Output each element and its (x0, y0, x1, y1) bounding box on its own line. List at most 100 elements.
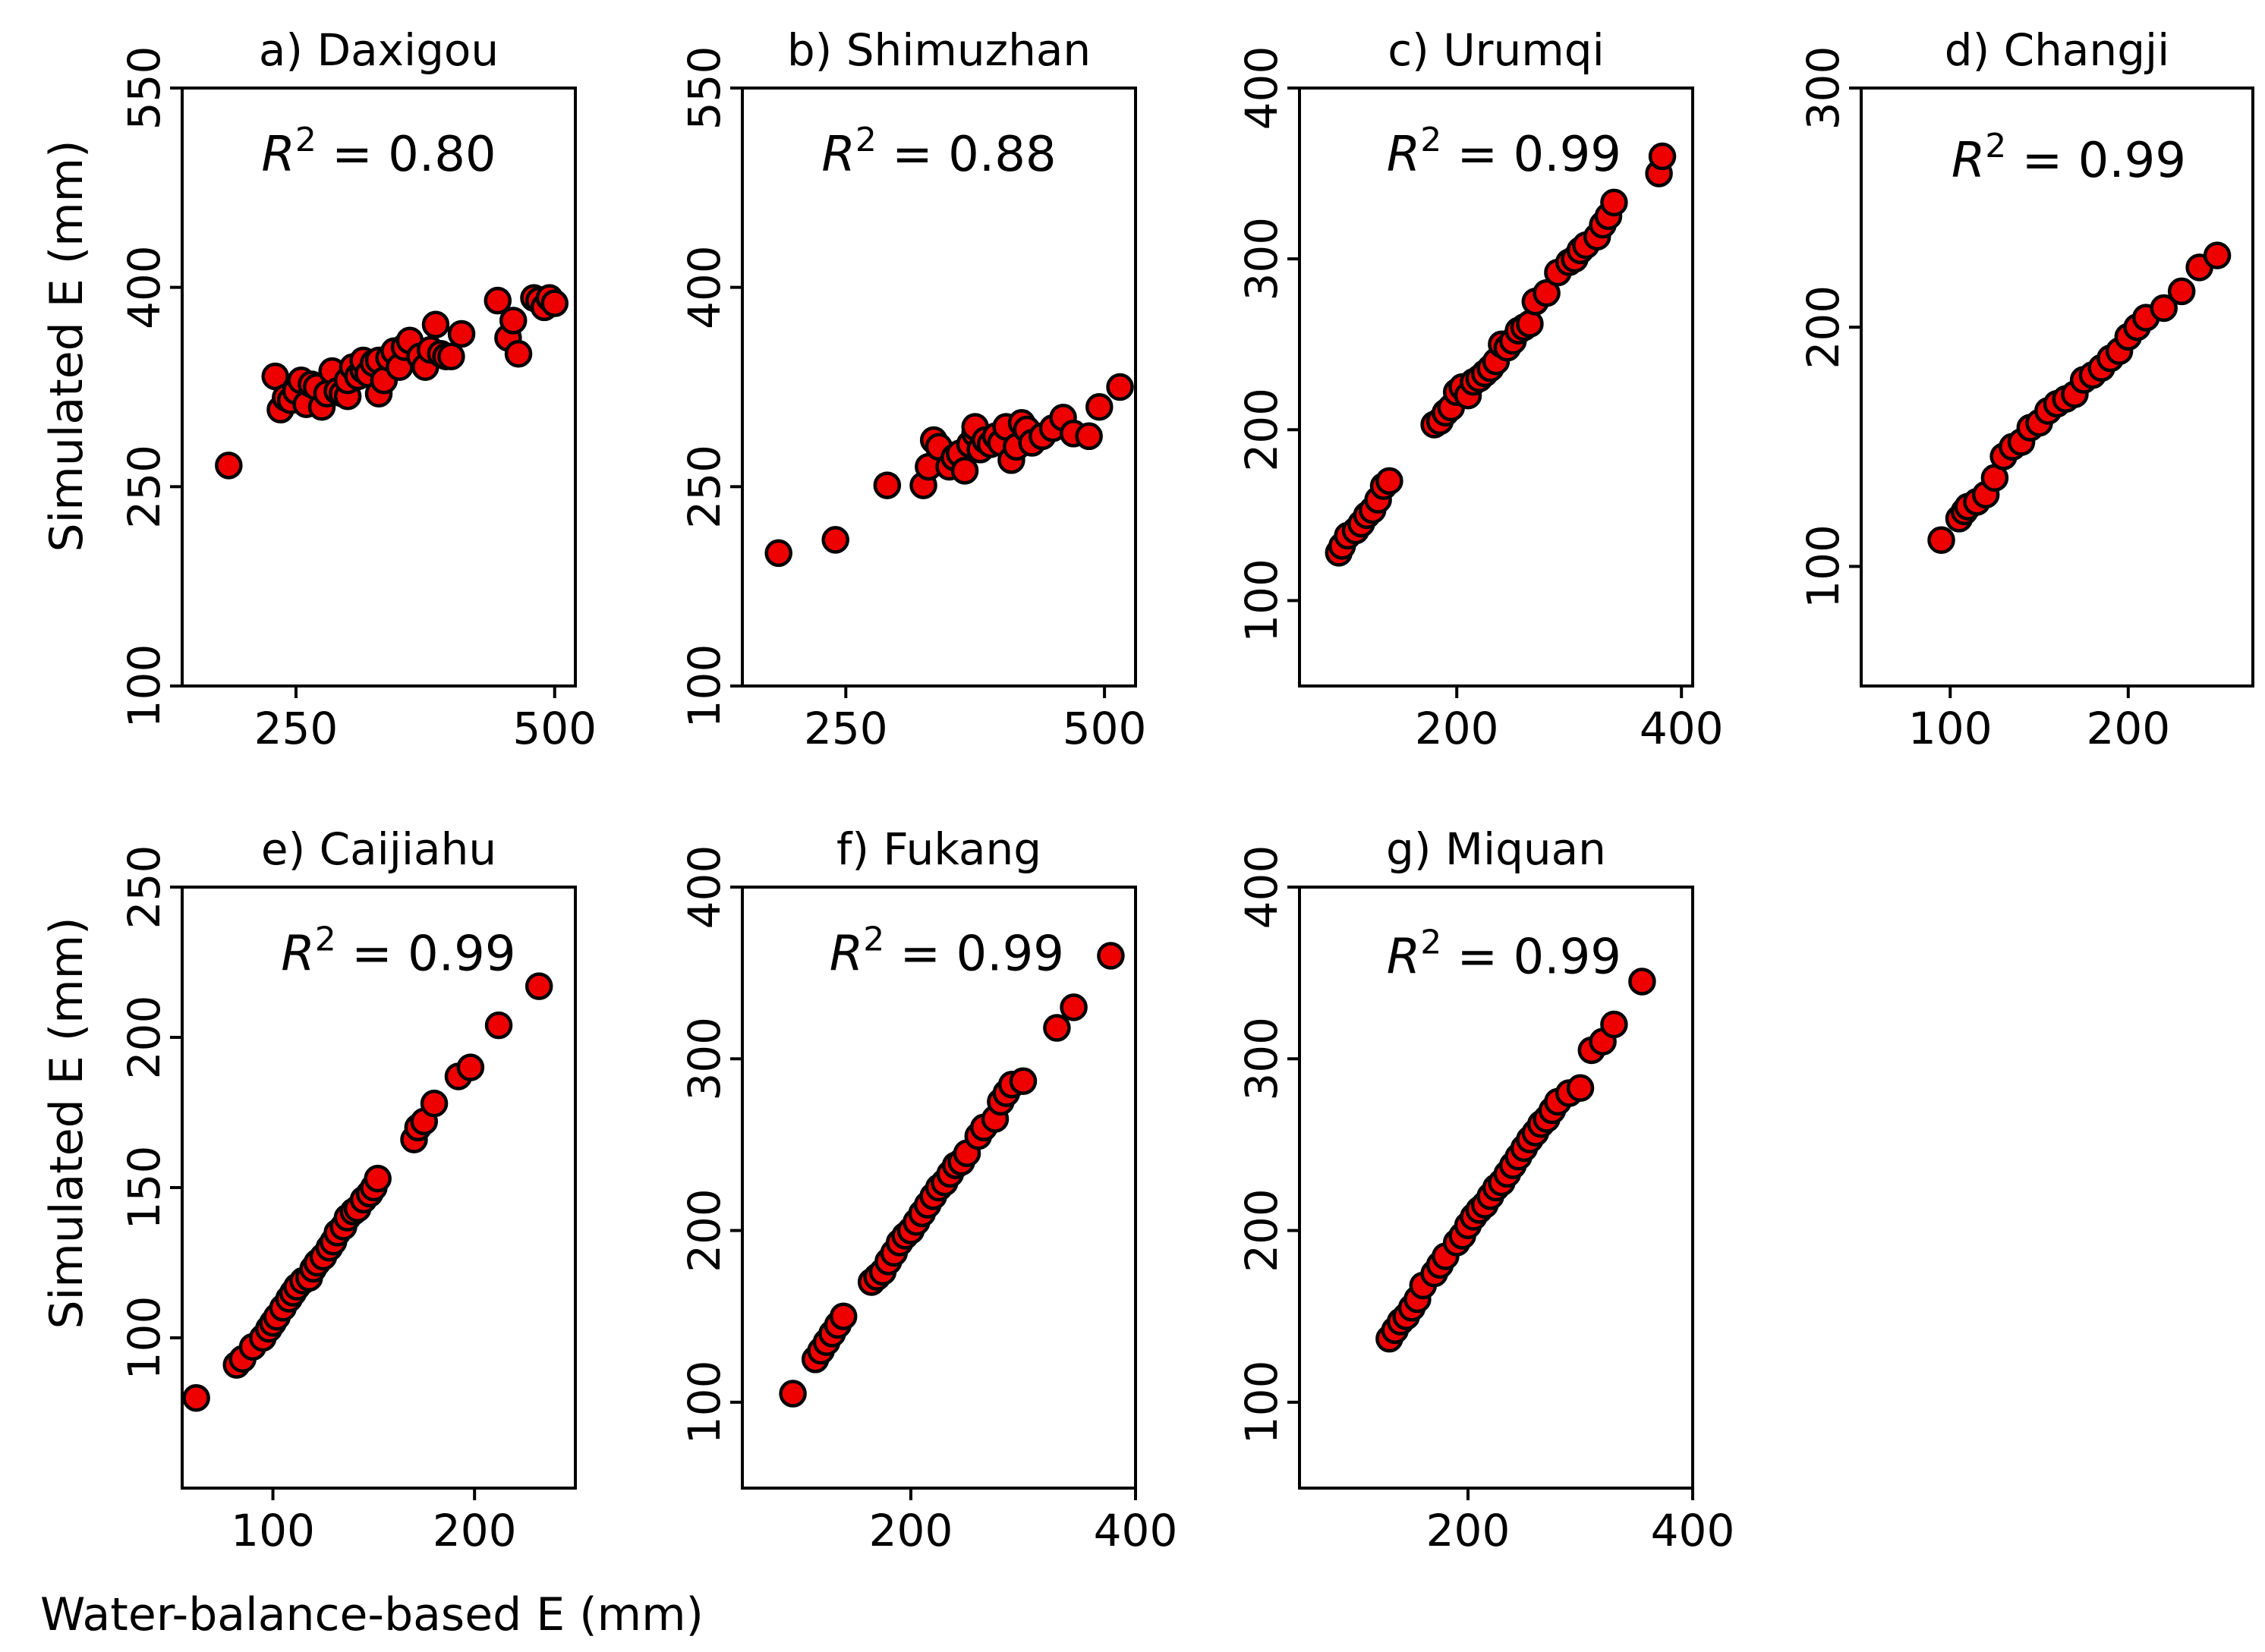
y-tick-label: 400 (1236, 46, 1287, 131)
data-point (447, 319, 476, 348)
y-tick-label: 250 (118, 845, 170, 930)
y-tick-label: 300 (1236, 1017, 1287, 1101)
r-squared-annotation: R2 = 0.99 (281, 920, 515, 982)
y-tick-label: 300 (1236, 217, 1287, 301)
data-point (2167, 277, 2196, 306)
x-tick-label: 250 (254, 703, 339, 754)
data-point (484, 286, 512, 315)
data-point (779, 1380, 807, 1408)
x-tick-label: 200 (433, 1505, 517, 1556)
x-tick-label: 400 (1640, 703, 1724, 754)
data-point (421, 310, 450, 338)
y-tick-label: 100 (1236, 559, 1287, 643)
data-point (499, 307, 528, 335)
y-tick-label: 250 (118, 445, 170, 529)
panel-7: 200 400 100 200 300 400 g) Miquan R2 = 0.99 (1236, 823, 1734, 1556)
data-point (2203, 241, 2232, 269)
x-tick-label: 500 (512, 703, 597, 754)
y-tick-label: 200 (1797, 285, 1849, 370)
y-tick-label: 200 (679, 1188, 730, 1273)
data-point (1628, 968, 1656, 996)
data-point (525, 972, 553, 1000)
data-point (1648, 142, 1677, 171)
data-point (484, 1011, 513, 1040)
data-point (1600, 1010, 1628, 1039)
y-tick-label: 100 (679, 644, 730, 728)
y-tick-label: 550 (679, 46, 730, 131)
data-point (215, 452, 243, 480)
y-tick-label: 250 (679, 445, 730, 529)
data-point (1060, 993, 1088, 1021)
y-tick-label: 200 (1236, 1188, 1287, 1273)
x-tick-label: 100 (231, 1505, 315, 1556)
data-point (1927, 526, 1955, 554)
data-point (1075, 422, 1103, 451)
data-point (2150, 294, 2178, 323)
data-point (829, 1302, 858, 1330)
r-squared-annotation: R2 = 0.99 (1387, 121, 1621, 183)
x-tick-label: 200 (2086, 703, 2170, 754)
data-point (1375, 467, 1403, 496)
data-point (456, 1053, 485, 1081)
data-point (504, 339, 533, 368)
plot-frame (1298, 87, 1694, 688)
y-tick-label: 100 (118, 1296, 170, 1380)
data-point (1566, 1074, 1595, 1103)
data-point (764, 539, 792, 568)
plot-frame (741, 87, 1137, 688)
y-tick-label: 300 (679, 1017, 730, 1101)
y-axis-label-bottom: Simulated E (mm) (40, 917, 93, 1329)
y-tick-label: 100 (679, 1360, 730, 1444)
panel-2: 250 500 100 250 400 550 b) Shimuzhan R2 = 0.88 (679, 24, 1146, 754)
data-point (1097, 942, 1125, 970)
data-point (1533, 278, 1561, 307)
y-tick-label: 200 (1236, 388, 1287, 472)
r-squared-annotation: R2 = 0.99 (1387, 923, 1621, 985)
panel-6: 200 400 100 200 300 400 f) Fukang R2 = 0.99 (679, 823, 1177, 1556)
data-point (950, 457, 979, 485)
y-tick-label: 100 (1797, 524, 1849, 609)
y-tick-label: 150 (118, 1146, 170, 1230)
x-tick-label: 400 (1651, 1505, 1735, 1556)
data-point (873, 471, 902, 499)
y-tick-label: 550 (118, 46, 170, 131)
plot-frame (181, 87, 577, 688)
data-point (1600, 188, 1628, 217)
panel-title: b) Shimuzhan (787, 24, 1091, 76)
y-tick-label: 400 (118, 245, 170, 329)
y-tick-label: 300 (1797, 46, 1849, 131)
panel-title: a) Daxigou (259, 24, 499, 76)
data-point (437, 342, 465, 370)
panel-3: 200 400 100 200 300 400 c) Urumqi R2 = 0.99 (1236, 24, 1724, 754)
data-point (1009, 1067, 1038, 1095)
data-point (364, 1164, 392, 1193)
y-axis-label-top: Simulated E (mm) (40, 140, 93, 552)
panel-5: 100 200 100 150 200 250 e) Caijiahu R2 = 0.99 (118, 823, 577, 1556)
y-tick-label: 400 (679, 845, 730, 930)
y-tick-label: 100 (1236, 1360, 1287, 1444)
panel-title: f) Fukang (836, 823, 1041, 875)
r-squared-annotation: R2 = 0.80 (261, 121, 496, 183)
panel-1: 250 500 100 250 400 550 a) Daxigou R2 = 0.80 (118, 24, 597, 754)
r-squared-annotation: R2 = 0.99 (1952, 127, 2186, 189)
x-tick-label: 200 (869, 1505, 953, 1556)
data-point (1106, 373, 1134, 401)
x-tick-label: 500 (1063, 703, 1147, 754)
x-tick-label: 400 (1094, 1505, 1178, 1556)
panel-title: e) Caijiahu (261, 823, 496, 875)
panel-4: 100 200 100 200 300 d) Changji R2 = 0.99 (1797, 24, 2254, 754)
data-point (821, 526, 849, 554)
y-tick-label: 200 (118, 996, 170, 1080)
data-point (1085, 393, 1114, 421)
panel-title: c) Urumqi (1388, 24, 1604, 76)
y-tick-label: 400 (679, 245, 730, 329)
data-point (1516, 310, 1544, 338)
y-tick-label: 100 (118, 644, 170, 728)
x-tick-label: 250 (804, 703, 888, 754)
plot-frame (1860, 87, 2254, 688)
plot-frame (741, 886, 1137, 1490)
x-tick-label: 200 (1426, 1505, 1511, 1556)
panel-title: g) Miquan (1386, 823, 1606, 875)
data-point (540, 289, 569, 317)
